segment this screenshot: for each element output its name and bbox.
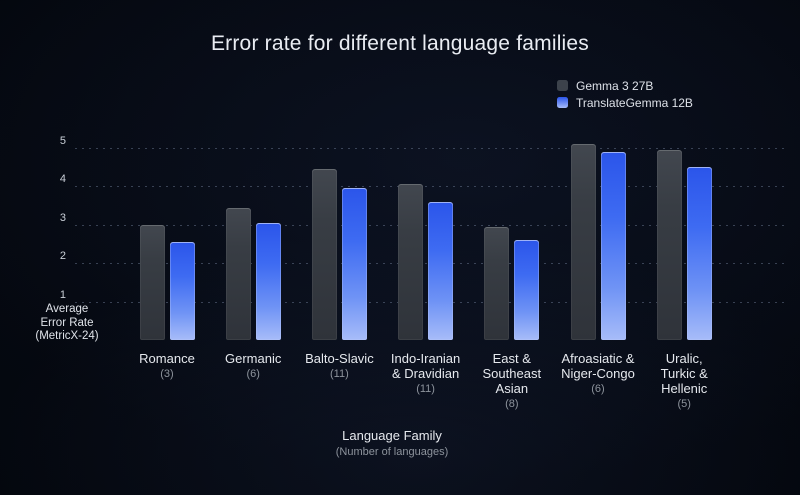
legend: Gemma 3 27B TranslateGemma 12B — [557, 77, 693, 111]
category-name: Uralic, Turkic & Hellenic — [660, 351, 708, 396]
legend-item-gemma: Gemma 3 27B — [557, 77, 693, 94]
bar-translategemma-12b — [686, 167, 712, 340]
x-axis-title-main: Language Family — [342, 428, 442, 443]
gridline-5 — [75, 148, 788, 149]
chart-title: Error rate for different language famili… — [210, 32, 590, 55]
y-tick-2: 2 — [59, 250, 66, 263]
category-name: Balto-Slavic — [305, 351, 374, 366]
bar-gemma-3-27b — [484, 226, 510, 340]
legend-item-translategemma: TranslateGemma 12B — [557, 94, 693, 111]
category-language-count: (6) — [591, 383, 605, 395]
category-language-count: (3) — [160, 368, 174, 380]
bar-translategemma-12b — [600, 151, 626, 340]
bar-translategemma-12b — [428, 201, 454, 340]
category-name: Romance — [139, 351, 195, 366]
bar-gemma-3-27b — [656, 149, 682, 340]
category-language-count: (6) — [246, 368, 260, 380]
category-language-count: (11) — [330, 368, 349, 380]
y-tick-5: 5 — [59, 135, 66, 147]
legend-label-translategemma: TranslateGemma 12B — [576, 95, 693, 110]
category-name: Indo-Iranian & Dravidian — [390, 351, 461, 381]
bar-gemma-3-27b — [311, 169, 337, 340]
x-axis-title-sub: (Number of languages) — [335, 446, 449, 458]
y-tick-3: 3 — [59, 211, 66, 224]
y-tick-1: 1 — [59, 288, 66, 301]
gridline-4 — [75, 186, 788, 188]
bar-translategemma-12b — [341, 188, 367, 340]
category-name: East & Southeast Asian — [482, 351, 542, 396]
legend-swatch-gemma — [557, 80, 568, 91]
bar-translategemma-12b — [255, 222, 281, 340]
category-language-count: (11) — [416, 383, 435, 395]
bar-translategemma-12b — [514, 240, 540, 340]
bar-translategemma-12b — [169, 242, 195, 340]
legend-swatch-translategemma — [557, 97, 568, 108]
category-language-count: (5) — [677, 398, 691, 410]
legend-label-gemma: Gemma 3 27B — [576, 78, 654, 93]
bar-gemma-3-27b — [570, 144, 596, 340]
category-name: Germanic — [225, 351, 282, 366]
category-label: Germanic (6) — [198, 351, 308, 380]
category-label: Romance (3) — [112, 351, 222, 380]
x-axis-title: Language Family (Number of languages) — [0, 428, 784, 458]
bar-gemma-3-27b — [139, 224, 165, 340]
category-label: Uralic, Turkic & Hellenic (5) — [629, 351, 739, 410]
category-name: Afroasiatic & Niger-Congo — [561, 351, 635, 381]
category-label: East & Southeast Asian (8) — [457, 351, 567, 410]
category-label: Balto-Slavic (11) — [284, 351, 394, 380]
category-label: Indo-Iranian & Dravidian (11) — [371, 351, 481, 395]
category-label: Afroasiatic & Niger-Congo (6) — [543, 351, 653, 395]
bar-gemma-3-27b — [398, 184, 424, 340]
bar-gemma-3-27b — [225, 207, 251, 340]
category-language-count: (8) — [505, 398, 519, 410]
y-axis-title: Average Error Rate (MetricX-24) — [35, 303, 99, 342]
y-tick-4: 4 — [59, 173, 66, 186]
